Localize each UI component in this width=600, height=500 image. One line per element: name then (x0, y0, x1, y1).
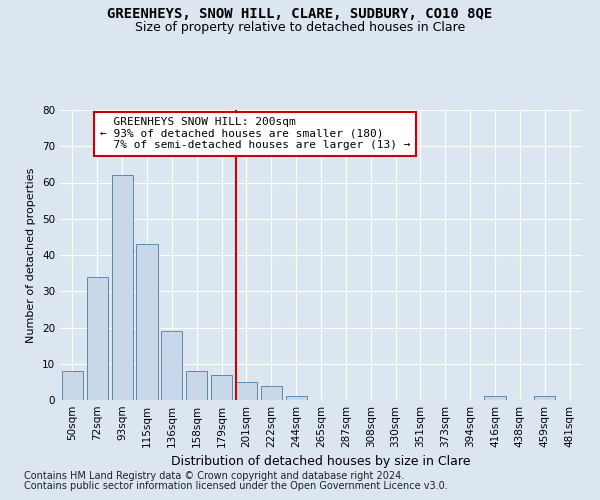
Y-axis label: Number of detached properties: Number of detached properties (26, 168, 37, 342)
Text: Size of property relative to detached houses in Clare: Size of property relative to detached ho… (135, 21, 465, 34)
Bar (186, 371, 207, 400)
Text: GREENHEYS SNOW HILL: 200sqm
← 93% of detached houses are smaller (180)
  7% of s: GREENHEYS SNOW HILL: 200sqm ← 93% of det… (100, 117, 410, 150)
Bar (484, 396, 506, 400)
Bar (286, 396, 307, 400)
Bar (236, 382, 257, 400)
Text: Contains HM Land Registry data © Crown copyright and database right 2024.: Contains HM Land Registry data © Crown c… (24, 471, 404, 481)
Bar (136, 244, 158, 400)
Bar (534, 396, 555, 400)
Bar (161, 331, 182, 400)
Bar (87, 277, 108, 400)
Text: GREENHEYS, SNOW HILL, CLARE, SUDBURY, CO10 8QE: GREENHEYS, SNOW HILL, CLARE, SUDBURY, CO… (107, 8, 493, 22)
Bar (112, 176, 133, 400)
Bar (62, 371, 83, 400)
Text: Contains public sector information licensed under the Open Government Licence v3: Contains public sector information licen… (24, 481, 448, 491)
X-axis label: Distribution of detached houses by size in Clare: Distribution of detached houses by size … (171, 456, 471, 468)
Bar (211, 374, 232, 400)
Bar (261, 386, 282, 400)
